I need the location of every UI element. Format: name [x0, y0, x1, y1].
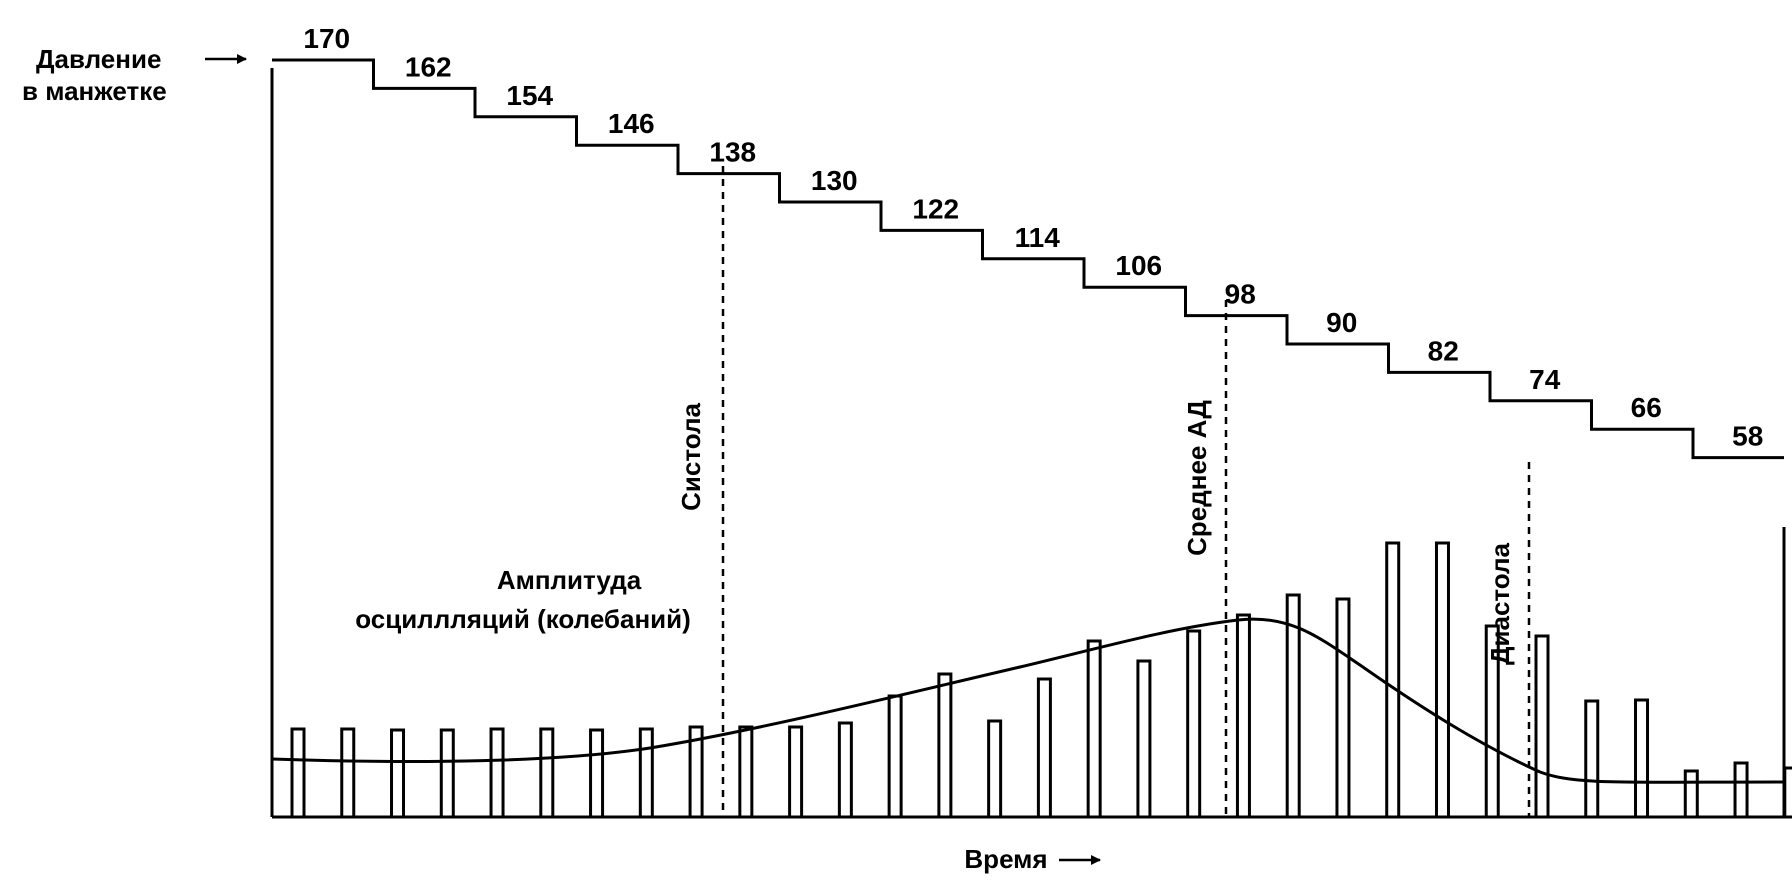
oscillation-bar: [887, 694, 903, 819]
step-value-154: 154: [506, 80, 553, 111]
diastole-label: Диастола: [1485, 542, 1515, 665]
oscillation-bar: [1086, 639, 1102, 819]
oscillation-bar: [987, 719, 1003, 819]
oscillation-bar: [688, 725, 704, 819]
step-value-98: 98: [1225, 279, 1256, 310]
step-value-162: 162: [405, 51, 452, 82]
oscillation-bar: [1434, 541, 1450, 819]
step-value-82: 82: [1428, 335, 1459, 366]
amplitude-envelope-curve: [271, 617, 1785, 784]
oscillation-bar: [638, 727, 654, 819]
step-value-146: 146: [608, 108, 655, 139]
amplitude-label-line1: Амплитуда: [497, 565, 642, 595]
step-value-labels: 170 162 154 146 138 130 122 114 106 98 90 82 74 66 58: [303, 23, 1763, 452]
step-value-170: 170: [303, 23, 350, 54]
oscillation-bar: [1186, 629, 1202, 819]
oscillation-bar: [937, 672, 953, 819]
oscillation-bars: [290, 541, 1792, 819]
oscillation-bar: [1385, 541, 1401, 819]
oscillation-bar: [1634, 698, 1650, 819]
step-value-66: 66: [1631, 392, 1662, 423]
step-value-74: 74: [1529, 364, 1561, 395]
mean-bp-label: Среднее АД: [1182, 400, 1212, 556]
step-value-114: 114: [1015, 222, 1061, 253]
step-value-122: 122: [912, 193, 959, 224]
x-axis-label: Время: [964, 844, 1047, 874]
step-value-90: 90: [1326, 307, 1357, 338]
oscillation-bar: [1136, 659, 1152, 819]
oscillation-bar: [1036, 677, 1052, 819]
step-value-106: 106: [1115, 250, 1162, 281]
oscillation-bar: [738, 725, 754, 819]
oscillation-bar: [390, 728, 406, 819]
amplitude-label-line2: осциллляций (колебаний): [355, 604, 691, 634]
oscillation-bar: [1285, 593, 1301, 819]
systole-label: Систола: [676, 403, 706, 511]
oscillation-bar: [539, 727, 555, 819]
oscillation-bar: [340, 727, 356, 819]
oscillation-bar: [1484, 624, 1500, 819]
oscillation-bar: [1584, 699, 1600, 819]
y-axis-label-line1: Давление: [36, 44, 161, 74]
oscillation-bar: [788, 725, 804, 819]
oscillation-bar: [589, 728, 605, 819]
oscillation-bar: [1335, 597, 1351, 819]
oscillation-bar: [1683, 769, 1699, 819]
step-value-130: 130: [811, 165, 858, 196]
oscillation-bar: [1783, 766, 1792, 819]
oscillation-bar: [1733, 761, 1749, 819]
oscillation-bar: [1534, 634, 1550, 819]
oscillation-bar: [837, 721, 853, 819]
oscillation-bar: [1235, 613, 1251, 819]
step-value-138: 138: [709, 137, 756, 168]
y-axis-label-line2: в манжетке: [22, 76, 167, 106]
cuff-pressure-step-line: [272, 58, 1784, 460]
oscillation-bar: [489, 727, 505, 819]
step-value-58: 58: [1732, 421, 1763, 452]
oscillation-bar: [439, 728, 455, 819]
oscillation-bar: [290, 727, 306, 819]
